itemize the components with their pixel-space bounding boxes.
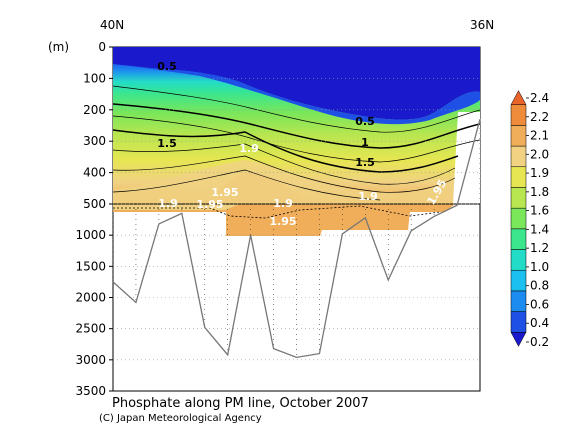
colorbar-segment xyxy=(510,332,527,347)
colorbar-label: 1.8 xyxy=(530,185,549,199)
y-tick-label: 0 xyxy=(98,40,106,54)
colorbar-label: 0.6 xyxy=(530,297,549,311)
colorbar-label: 0.8 xyxy=(530,279,549,293)
colorbar-label: 1.6 xyxy=(530,204,549,218)
colorbar-segment xyxy=(510,311,527,333)
colorbar: 0.2 0.4 0.6 0.8 1.0 1.2 1.4 1.6 1.8 1.9 2.0 2.1 2.2 2… xyxy=(510,90,549,349)
y-tick-label: 200 xyxy=(83,103,106,117)
band-deep-blue xyxy=(113,47,480,120)
contour-label: 0.5 xyxy=(355,115,375,128)
contour-label: 1.9 xyxy=(239,142,259,155)
upper-panel xyxy=(113,47,480,204)
contour-line-1 xyxy=(113,85,480,133)
y-axis-unit: (m) xyxy=(48,40,69,54)
station-grid xyxy=(112,78,481,361)
y-tick-label: 1500 xyxy=(75,259,106,273)
upper-bathymetry-mask xyxy=(453,112,480,204)
colorbar-label: 0.2 xyxy=(530,335,549,349)
lower-light-region xyxy=(113,204,240,210)
colorbar-label: 1.9 xyxy=(530,166,549,180)
y-tick-label: 3500 xyxy=(75,384,106,398)
colorbar-segment xyxy=(510,104,527,126)
colorbar-segment xyxy=(510,90,527,105)
y-axis: 0 100 200 300 400 500 1000 1500 2000 2500 3000 3500 xyxy=(75,40,113,398)
colorbar-label: 2.0 xyxy=(530,147,549,161)
colorbar-segment xyxy=(510,166,527,188)
contour-line-2 xyxy=(113,103,480,149)
colorbar-segment xyxy=(510,249,527,271)
credit-line: (C) Japan Meteorological Agency xyxy=(99,413,262,424)
colorbar-segment xyxy=(510,125,527,147)
contour-label: 1 xyxy=(361,136,369,149)
contour-label: 1.95 xyxy=(211,186,238,199)
colorbar-segment xyxy=(510,228,527,250)
y-tick-label: 2500 xyxy=(75,322,106,336)
y-tick-label: 2000 xyxy=(75,291,106,305)
colorbar-segment xyxy=(510,207,527,230)
contour-label: 1.9 xyxy=(158,197,178,210)
x-start-label: 40N xyxy=(100,18,124,32)
colorbar-label: 1.4 xyxy=(530,222,549,236)
colorbar-label: 1.0 xyxy=(530,260,549,274)
contour-label: 1.95 xyxy=(196,198,223,211)
x-end-label: 36N xyxy=(470,18,494,32)
contour-line-4 xyxy=(113,129,459,173)
contour-label: 1.9 xyxy=(273,197,293,210)
contour-label: 1.95 xyxy=(269,215,296,228)
colorbar-label: 0.4 xyxy=(530,316,549,330)
chart-title: Phosphate along PM line, October 2007 xyxy=(112,396,369,411)
contour-line-6 xyxy=(113,155,456,193)
colorbar-segment xyxy=(510,145,527,168)
colorbar-segment xyxy=(510,290,527,312)
colorbar-segment xyxy=(510,269,527,292)
y-tick-label: 300 xyxy=(83,134,106,148)
bathymetry xyxy=(112,119,481,359)
colorbar-segment xyxy=(510,187,527,209)
y-tick-label: 1000 xyxy=(75,228,106,242)
contour-label: 1.5 xyxy=(355,156,375,169)
y-tick-label: 500 xyxy=(83,197,106,211)
dashed-contour xyxy=(113,205,441,219)
colorbar-label: 1.2 xyxy=(530,241,549,255)
contour-line-3 xyxy=(113,115,480,163)
colorbar-label: 2.1 xyxy=(530,129,549,143)
colorbar-label: 2.2 xyxy=(530,110,549,124)
y-tick-label: 3000 xyxy=(75,353,106,367)
band-light-orange xyxy=(113,160,462,204)
y-tick-label: 400 xyxy=(83,166,106,180)
contour-line-5 xyxy=(113,143,456,185)
y-tick-label: 100 xyxy=(83,71,106,85)
contour-line-7 xyxy=(113,169,381,201)
bathymetry-line xyxy=(112,119,481,359)
colorbar-label: 2.4 xyxy=(530,91,549,105)
contour-label: 1.5 xyxy=(157,137,177,150)
contour-label: 1.9 xyxy=(358,190,378,203)
contour-label: 0.5 xyxy=(157,60,177,73)
